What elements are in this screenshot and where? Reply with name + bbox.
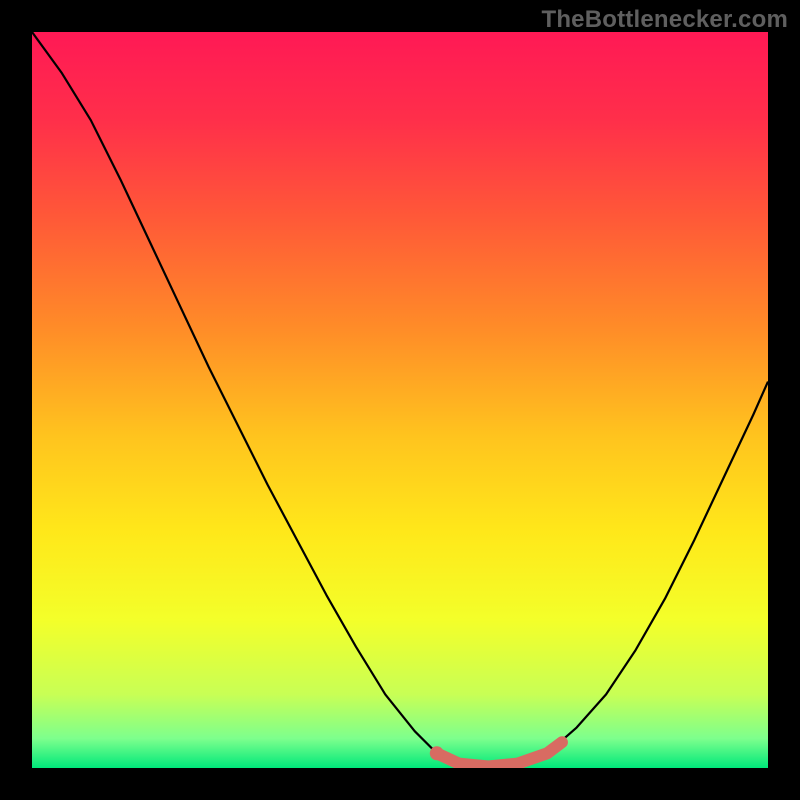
plot-area [32,32,768,768]
chart-svg [32,32,768,768]
chart-frame: TheBottlenecker.com [0,0,800,800]
attribution-text: TheBottlenecker.com [541,6,788,34]
gradient-background [32,32,768,768]
highlight-start-marker [430,746,444,760]
